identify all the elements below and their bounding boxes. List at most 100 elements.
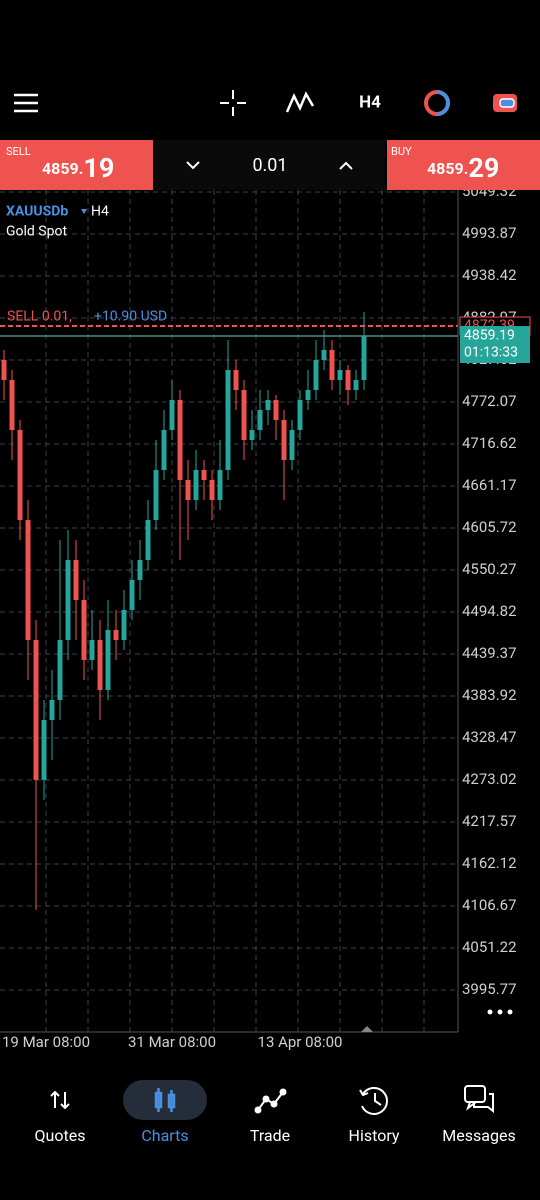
candle-body: [273, 400, 279, 421]
candle-body: [209, 479, 215, 500]
more-button[interactable]: [487, 1009, 513, 1015]
candle-body: [329, 349, 335, 381]
candle-body: [193, 469, 199, 500]
candle-body: [321, 349, 327, 361]
current-price: 4859.19: [464, 328, 515, 344]
candle-body: [1, 360, 7, 381]
symbol: XAUUSDb: [6, 204, 68, 220]
nav-tab[interactable]: Messages: [442, 1126, 515, 1145]
y-tick-label: 4162.12: [462, 854, 517, 872]
candle-body: [289, 430, 295, 460]
position-label: SELL 0.01,: [7, 309, 72, 325]
buy-price-big: 29: [468, 152, 499, 184]
history-icon: [359, 1087, 388, 1115]
candle-body: [185, 479, 191, 500]
y-tick-label: 4550.27: [462, 560, 517, 578]
menu-button[interactable]: [14, 93, 38, 113]
crosshair-button[interactable]: [220, 90, 246, 116]
candle-body: [49, 699, 55, 720]
candle-body: [89, 639, 95, 660]
volume-down[interactable]: [186, 161, 200, 170]
y-tick-label: 4661.17: [462, 476, 517, 494]
templates-button[interactable]: [424, 90, 450, 116]
current-price-box: [460, 326, 530, 364]
candle-body: [313, 360, 319, 391]
nav-tab[interactable]: Charts: [141, 1126, 188, 1145]
y-tick-label: 4383.92: [462, 686, 517, 704]
candle-body: [257, 410, 263, 431]
sell-price-big: 19: [83, 152, 114, 184]
candle-body: [241, 390, 247, 441]
position-profit: +10.90 USD: [94, 309, 167, 325]
candle-body: [305, 390, 311, 401]
y-tick-label: 4993.87: [462, 224, 517, 242]
charts-icon: [154, 1088, 176, 1112]
candle-body: [137, 559, 143, 580]
candle-body: [57, 639, 63, 700]
buy-button[interactable]: [387, 140, 540, 190]
quotes-icon: [50, 1090, 70, 1110]
candle-body: [145, 519, 151, 560]
candle-body: [161, 430, 167, 470]
y-tick-label: 4439.37: [462, 644, 517, 662]
candle-body: [281, 420, 287, 460]
candle-body: [129, 579, 135, 610]
candle-body: [17, 430, 23, 520]
countdown: 01:13:33: [464, 345, 518, 361]
candle-body: [105, 629, 111, 690]
x-tick-label: 31 Mar 08:00: [128, 1033, 216, 1051]
messages-icon: [464, 1085, 494, 1114]
active-tab-pill: [123, 1080, 207, 1120]
candle-body: [169, 400, 175, 431]
y-tick-label: 4051.22: [462, 938, 517, 956]
candle-body: [201, 469, 207, 480]
trade-icon: [254, 1088, 287, 1114]
y-tick-label: 4106.67: [462, 896, 517, 914]
symbol-dropdown[interactable]: [81, 209, 87, 214]
candle-body: [73, 559, 79, 600]
nav-tab[interactable]: Trade: [250, 1126, 290, 1145]
candle-body: [337, 370, 343, 381]
candle-body: [33, 639, 39, 780]
y-tick-label: 4938.42: [462, 266, 517, 284]
candle-body: [41, 719, 47, 780]
candle-body: [97, 639, 103, 690]
candle-body: [265, 400, 271, 411]
buy-price: 4859.29: [427, 152, 499, 184]
y-tick-label: 5049.32: [462, 182, 517, 200]
volume[interactable]: 0.01: [252, 155, 287, 176]
y-tick-label: 4716.62: [462, 434, 517, 452]
candle-body: [81, 599, 87, 660]
trade-button[interactable]: [493, 94, 517, 112]
candle-body: [249, 430, 255, 441]
candle-body: [217, 469, 223, 500]
scroll-marker[interactable]: [361, 1026, 373, 1032]
sell-button[interactable]: [0, 140, 153, 190]
timeframe-button[interactable]: H4: [359, 92, 381, 112]
x-tick-label: 19 Mar 08:00: [2, 1033, 90, 1051]
y-tick-label: 4494.82: [462, 602, 517, 620]
y-tick-label: 4273.02: [462, 770, 517, 788]
y-tick-label: 4605.72: [462, 518, 517, 536]
bottom-nav: Quotes Charts Trade History Messages: [35, 1126, 516, 1145]
sell-label: SELL: [6, 145, 31, 158]
chart-timeframe: H4: [91, 204, 109, 220]
y-tick-label: 4772.07: [462, 392, 517, 410]
sell-price: 4859.19: [42, 152, 114, 184]
buy-label: BUY: [391, 145, 412, 158]
indicators-button[interactable]: [285, 91, 315, 113]
y-tick-label: 4328.47: [462, 728, 517, 746]
nav-tab[interactable]: Quotes: [35, 1126, 86, 1145]
candle-body: [345, 370, 351, 391]
candle-body: [25, 519, 31, 640]
candle-body: [361, 336, 367, 381]
buy-price-main: 4859.: [427, 159, 468, 178]
sell-price-main: 4859.: [42, 159, 83, 178]
candle-body: [225, 370, 231, 470]
y-tick-label: 3995.77: [462, 980, 517, 998]
volume-up[interactable]: [339, 161, 353, 170]
nav-tab[interactable]: History: [349, 1126, 400, 1145]
candle-body: [233, 370, 239, 391]
